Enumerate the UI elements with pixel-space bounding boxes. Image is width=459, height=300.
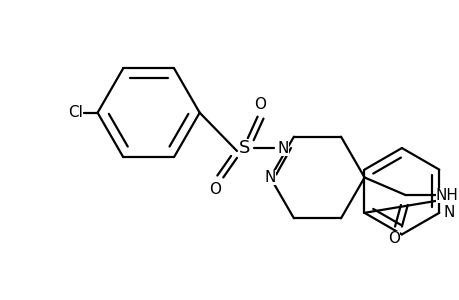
- Text: O: O: [387, 231, 399, 246]
- Text: O: O: [254, 97, 266, 112]
- Text: N: N: [277, 140, 288, 155]
- Text: Cl: Cl: [68, 105, 83, 120]
- Text: N: N: [264, 170, 275, 185]
- Text: O: O: [209, 182, 221, 197]
- Text: S: S: [239, 139, 250, 157]
- Text: NH: NH: [435, 188, 458, 203]
- Text: N: N: [442, 205, 454, 220]
